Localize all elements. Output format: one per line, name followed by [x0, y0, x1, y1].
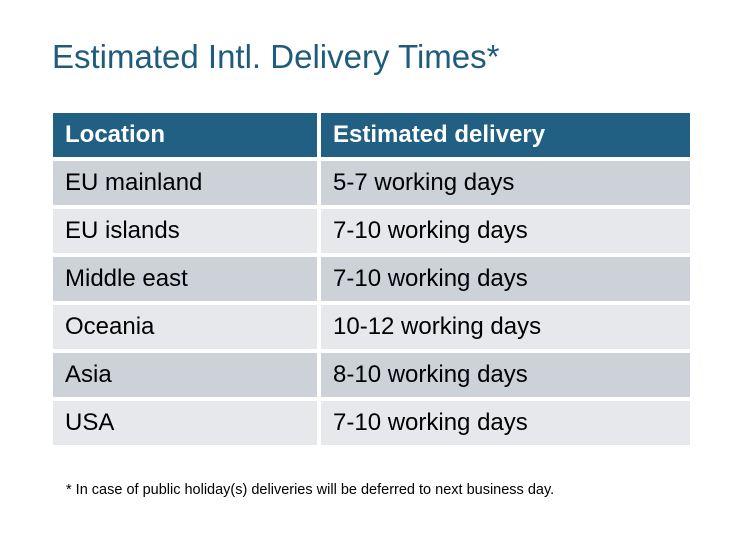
location-cell: USA	[53, 401, 321, 445]
delivery-cell: 8-10 working days	[321, 353, 690, 397]
table-row: Middle east 7-10 working days	[53, 257, 690, 301]
delivery-cell: 10-12 working days	[321, 305, 690, 349]
header-estimated-delivery: Estimated delivery	[321, 113, 690, 157]
delivery-cell: 7-10 working days	[321, 401, 690, 445]
page-title: Estimated Intl. Delivery Times*	[52, 38, 500, 75]
table-header-row: Location Estimated delivery	[53, 113, 690, 157]
table-row: EU mainland 5-7 working days	[53, 161, 690, 205]
delivery-cell: 7-10 working days	[321, 209, 690, 253]
delivery-cell: 7-10 working days	[321, 257, 690, 301]
delivery-times-table: Location Estimated delivery EU mainland …	[53, 109, 690, 449]
location-cell: Middle east	[53, 257, 321, 301]
delivery-cell: 5-7 working days	[321, 161, 690, 205]
location-cell: Asia	[53, 353, 321, 397]
table-row: USA 7-10 working days	[53, 401, 690, 445]
header-location: Location	[53, 113, 321, 157]
table-row: EU islands 7-10 working days	[53, 209, 690, 253]
location-cell: EU islands	[53, 209, 321, 253]
location-cell: Oceania	[53, 305, 321, 349]
location-cell: EU mainland	[53, 161, 321, 205]
table-row: Asia 8-10 working days	[53, 353, 690, 397]
footnote: * In case of public holiday(s) deliverie…	[66, 482, 555, 498]
table-row: Oceania 10-12 working days	[53, 305, 690, 349]
